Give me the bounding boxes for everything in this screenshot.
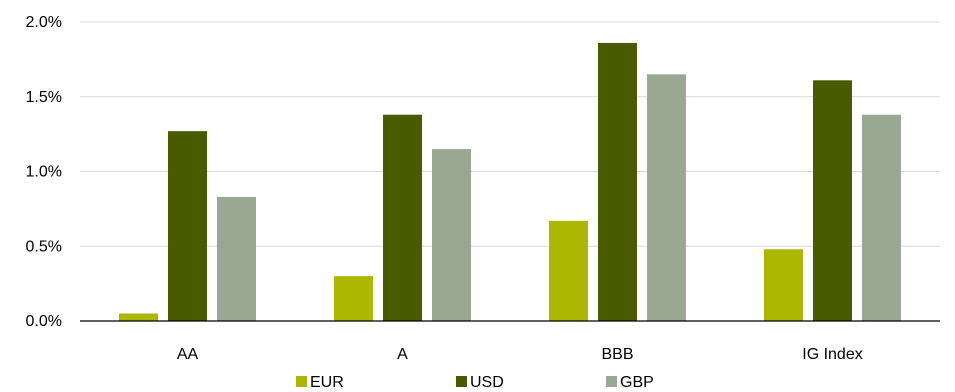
y-tick-label: 0.0% [26, 313, 62, 330]
bar-usd-bbb [598, 42, 637, 322]
gridlines [80, 21, 940, 247]
legend-swatch-usd [456, 376, 467, 387]
bar-eur-aa [119, 313, 158, 321]
bar-eur-ig-index [764, 249, 803, 321]
x-tick-label: BBB [601, 346, 633, 363]
x-axis-tick-labels: AA A BBB IG Index [177, 346, 863, 363]
bar-usd-a [383, 114, 422, 321]
bar-gbp-bbb [647, 74, 686, 321]
y-tick-label: 2.0% [26, 14, 62, 31]
x-tick-label: AA [177, 346, 199, 363]
bar-gbp-a [432, 149, 471, 321]
bar-usd-ig-index [813, 80, 852, 322]
legend-label-eur: EUR [310, 374, 344, 391]
bar-usd-aa [168, 131, 207, 321]
bar-eur-bbb [549, 220, 588, 321]
x-tick-label: IG Index [802, 346, 862, 363]
x-tick-label: A [397, 346, 408, 363]
bars [119, 42, 901, 322]
y-tick-label: 1.5% [26, 89, 62, 106]
y-axis-tick-labels: 0.0% 0.5% 1.0% 1.5% 2.0% [26, 14, 62, 330]
y-tick-label: 1.0% [26, 164, 62, 181]
bar-gbp-ig-index [862, 114, 901, 321]
legend: EUR USD GBP [296, 374, 654, 391]
legend-swatch-gbp [606, 376, 617, 387]
legend-swatch-eur [296, 376, 307, 387]
y-tick-label: 0.5% [26, 238, 62, 255]
legend-label-gbp: GBP [620, 374, 654, 391]
bar-eur-a [334, 276, 373, 321]
bar-gbp-aa [217, 196, 256, 321]
legend-label-usd: USD [470, 374, 504, 391]
